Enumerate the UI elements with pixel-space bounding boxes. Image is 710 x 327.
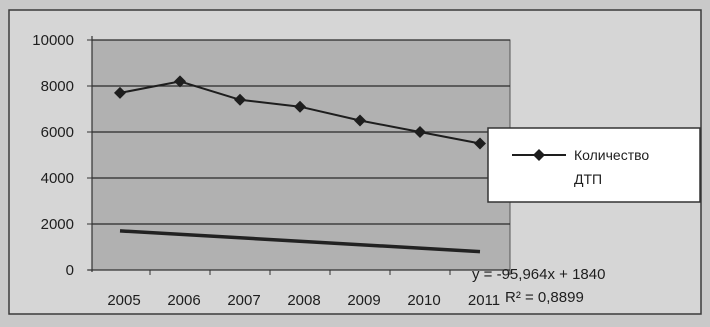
series-group: [114, 75, 486, 150]
legend-marker-swatch: [533, 149, 545, 161]
trendline: [119, 229, 481, 254]
trendline-group: [119, 229, 481, 254]
x-axis: 2005 2006 2007 2008 2009 2010 2011: [107, 270, 511, 309]
gridlines: [92, 39, 510, 225]
data-point-marker: [294, 100, 306, 113]
x-tick-label: 2009: [347, 292, 380, 309]
x-tick-label: 2008: [287, 292, 320, 309]
y-tick-label: 0: [66, 262, 74, 279]
y-axis: 0 2000 4000 6000 8000 10000: [32, 32, 92, 279]
legend-label-line-2: ДТП: [574, 171, 602, 187]
legend-label-line-1: Количество: [574, 147, 649, 163]
x-tick-label: 2005: [107, 292, 140, 309]
y-tick-label: 2000: [41, 216, 74, 233]
data-point-marker: [174, 75, 186, 88]
trendline-r-squared: R² = 0,8899: [505, 289, 584, 306]
data-point-marker: [234, 93, 246, 106]
x-tick-label: 2010: [407, 292, 440, 309]
y-tick-label: 8000: [41, 78, 74, 95]
plot-area: [91, 39, 511, 271]
data-point-marker: [354, 114, 366, 127]
trendline-equation: y = -95,964x + 1840: [472, 266, 605, 283]
data-point-marker: [414, 126, 426, 138]
data-point-marker: [474, 137, 486, 150]
y-tick-label: 6000: [41, 124, 74, 141]
data-point-marker: [114, 86, 126, 99]
x-tick-label: 2011: [468, 292, 500, 309]
x-tick-label: 2007: [227, 292, 260, 309]
y-tick-label: 10000: [32, 32, 74, 49]
legend: Количество ДТП: [487, 127, 701, 203]
y-tick-label: 4000: [41, 170, 74, 187]
legend-box: [487, 127, 701, 203]
x-tick-label: 2006: [167, 292, 200, 309]
